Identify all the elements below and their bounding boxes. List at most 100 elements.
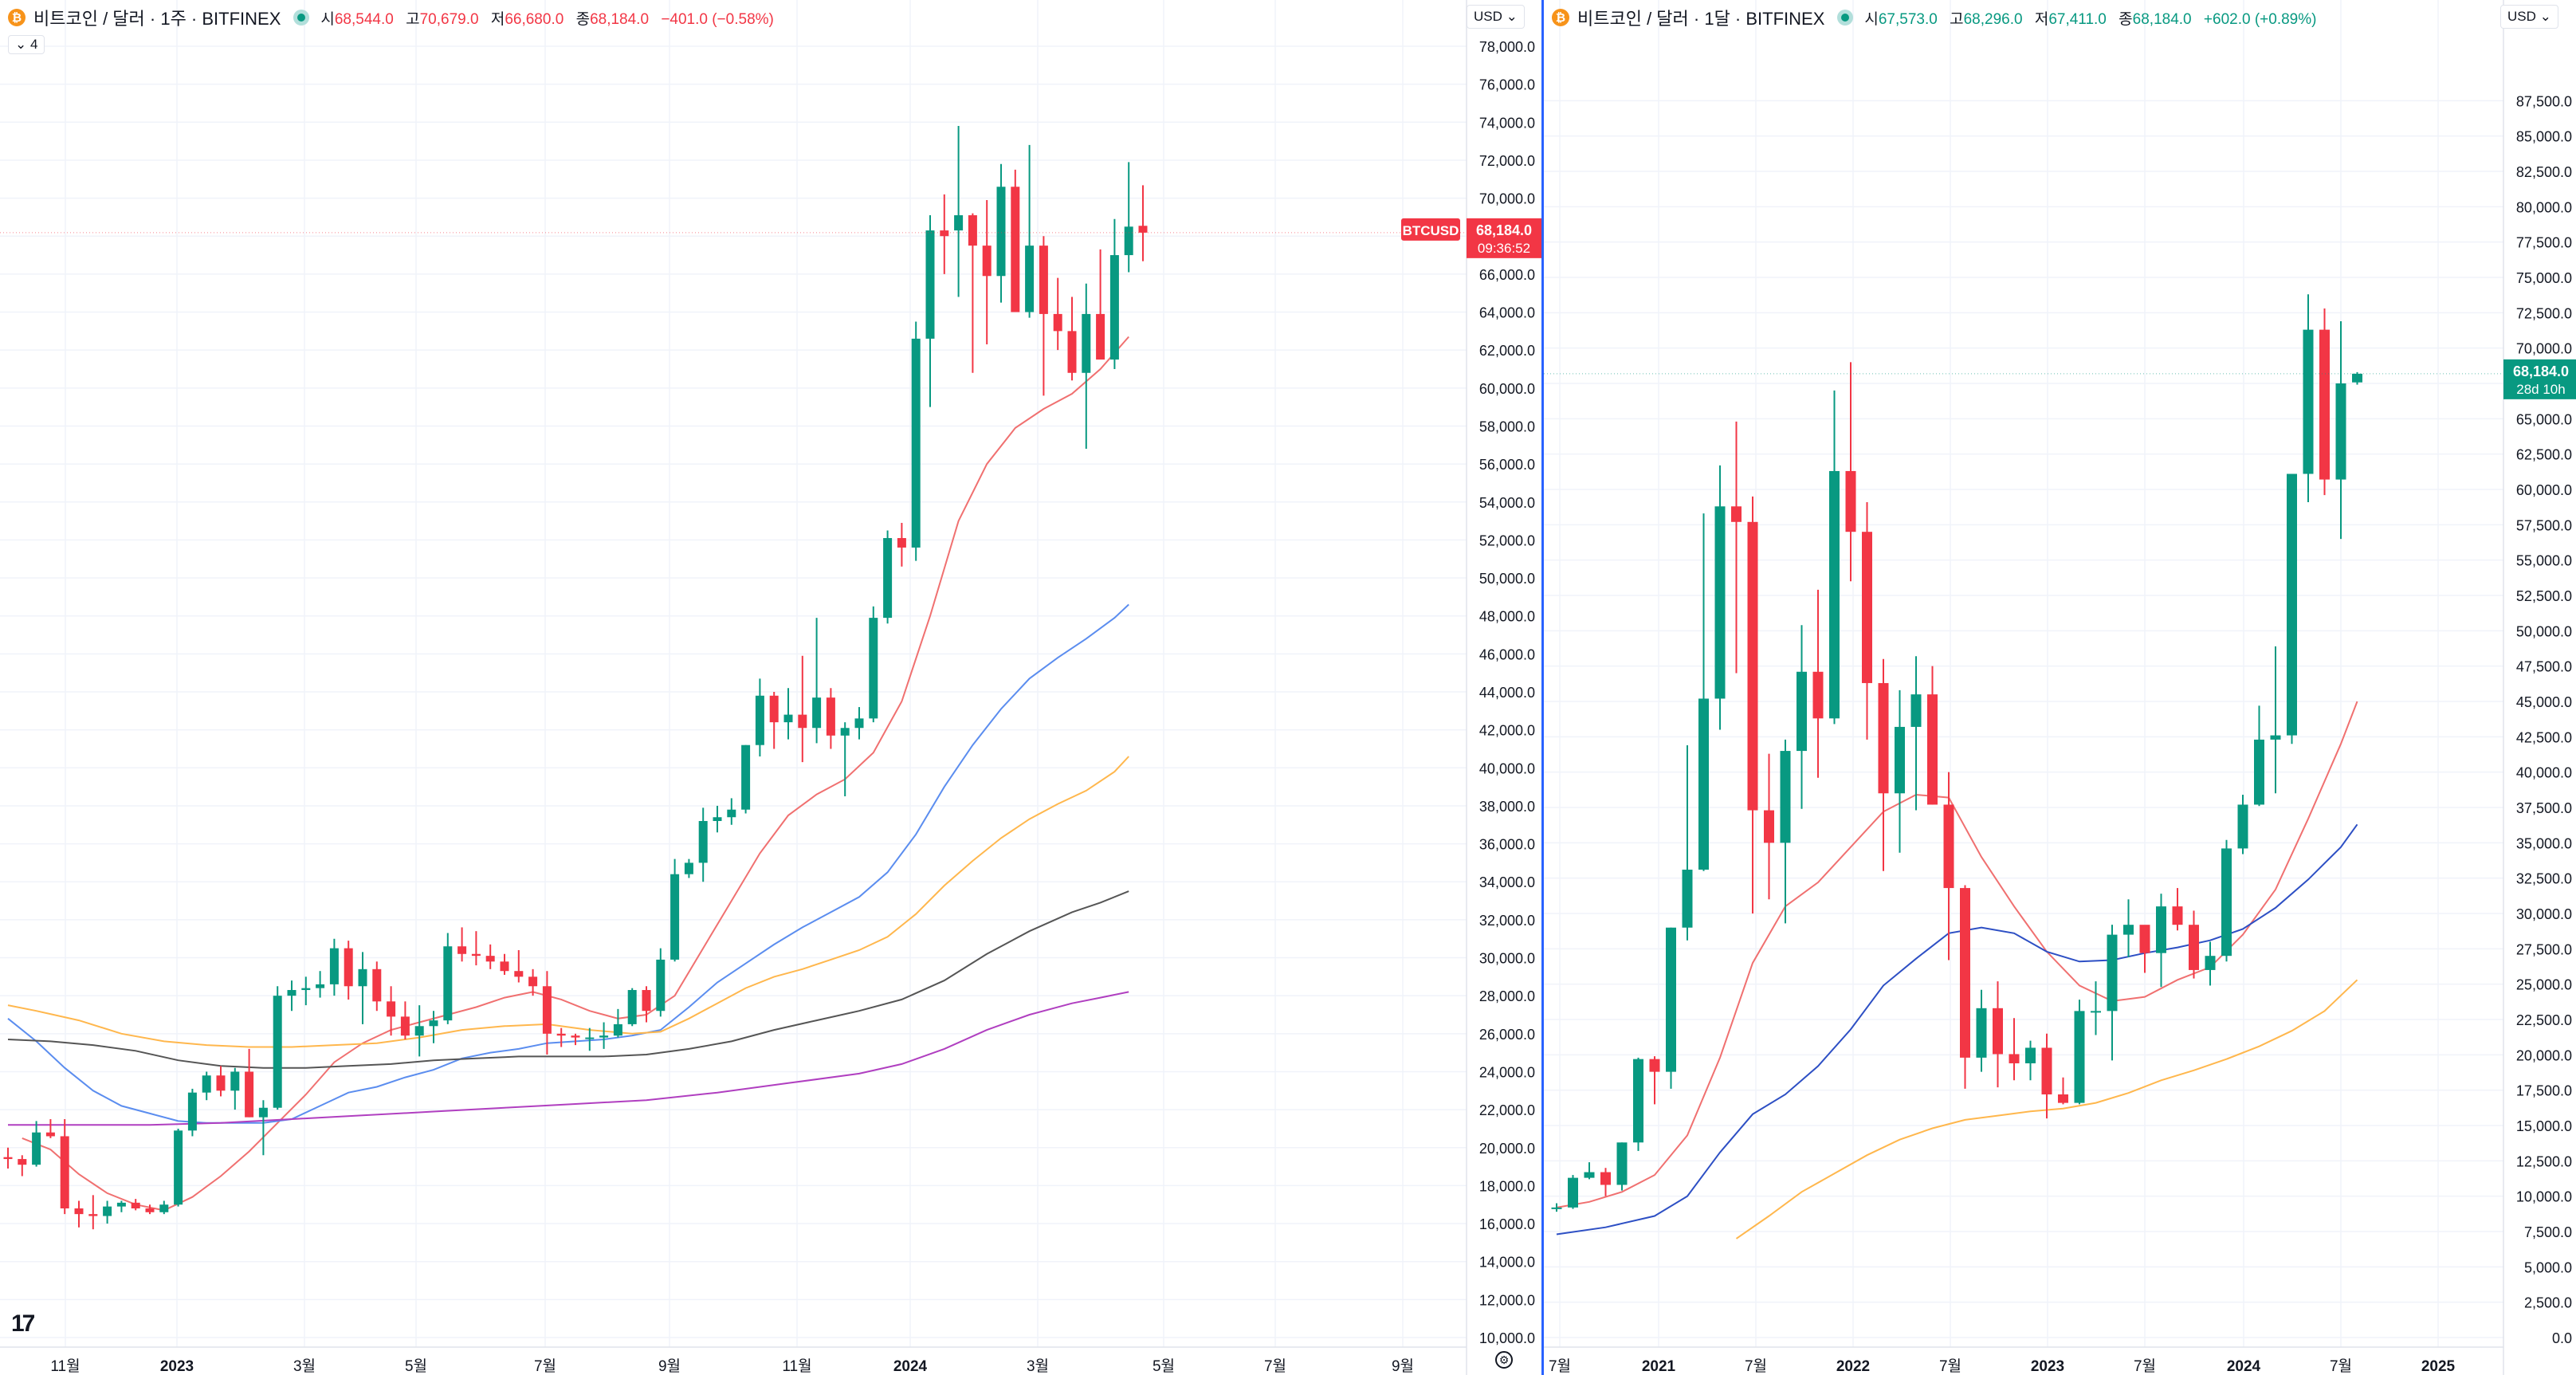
weekly-chart-canvas[interactable]: 10,000.0 12,000.0 14,000.0 16,000.0 18,000.0…: [0, 0, 1541, 1375]
time-tick-label: 2023: [160, 1358, 194, 1375]
price-tick-label: 17,500.0: [2516, 1083, 2572, 1099]
bitcoin-icon[interactable]: ₿: [8, 9, 26, 26]
price-tick-label: 74,000.0: [1479, 115, 1535, 131]
price-tick-label: 37,500.0: [2516, 800, 2572, 816]
price-tick-label: 28,000.0: [1479, 988, 1535, 1004]
high-key: 고: [1950, 10, 1964, 28]
candle-body: [2254, 739, 2264, 805]
candle-body: [826, 697, 835, 736]
time-tick-label: 2021: [1642, 1358, 1676, 1375]
candle-body: [2041, 1047, 2052, 1094]
monthly-chart-canvas[interactable]: 0.0 2,500.0 5,000.0 7,500.0 10,000.0 12,500.0…: [1544, 0, 2576, 1375]
low-value: 66,680.0: [505, 10, 564, 28]
symbol-title[interactable]: 비트코인 / 달러 · 1달 · BITFINEX: [1577, 9, 1825, 29]
candle-body: [2123, 925, 2134, 935]
gear-icon[interactable]: ⚙: [1495, 1351, 1513, 1369]
price-tick-label: 20,000.0: [2516, 1047, 2572, 1063]
candle-body: [698, 821, 708, 863]
candle-body: [131, 1202, 140, 1208]
change-value: +602.0 (+0.89%): [2203, 10, 2317, 28]
price-tick-label: 12,000.0: [1479, 1292, 1535, 1308]
candle-body: [2221, 848, 2232, 957]
price-tick-label: 22,000.0: [1479, 1102, 1535, 1118]
candle-body: [1698, 698, 1709, 870]
time-tick-label: 11월: [50, 1357, 80, 1375]
candle-body: [1780, 751, 1791, 843]
market-status-icon[interactable]: [1837, 10, 1854, 26]
candle-body: [571, 1035, 580, 1038]
close-key: 종: [2119, 10, 2133, 28]
candle-body: [230, 1071, 240, 1091]
candle-body: [1878, 682, 1889, 794]
countdown-label: 09:36:52: [1478, 241, 1530, 256]
candle-body: [713, 817, 722, 821]
time-tick-label: 2024: [893, 1358, 928, 1375]
candle-body: [1025, 246, 1035, 312]
candle-body: [429, 1020, 438, 1027]
candle-body: [1976, 1008, 1987, 1058]
time-tick-label: 3월: [1027, 1357, 1049, 1375]
candle-body: [656, 959, 666, 1012]
price-tick-label: 70,000.0: [2516, 341, 2572, 357]
candle-body: [982, 246, 992, 277]
price-tick-label: 52,500.0: [2516, 588, 2572, 604]
price-tick-label: 64,000.0: [1479, 305, 1535, 321]
candle-body: [457, 946, 467, 954]
moving-average-line: [1556, 823, 2358, 1236]
candle-body: [372, 968, 382, 1002]
price-tick-label: 10,000.0: [2516, 1189, 2572, 1205]
candle-body: [471, 953, 481, 957]
high-value: 70,679.0: [419, 10, 479, 28]
price-tick-label: 70,000.0: [1479, 191, 1535, 207]
candle-body: [3, 1157, 13, 1160]
candle-body: [1649, 1059, 1660, 1072]
candle-body: [414, 1026, 424, 1036]
candle-body: [783, 714, 793, 723]
candle-body: [1910, 694, 1922, 727]
monthly-chart-pane[interactable]: ₿ 비트코인 / 달러 · 1달 · BITFINEX 시67,573.0 고6…: [1541, 0, 2576, 1375]
candle-body: [911, 338, 921, 548]
candle-body: [329, 948, 339, 984]
candle-body: [1862, 532, 1872, 683]
price-tick-label: 52,000.0: [1479, 532, 1535, 548]
price-tick-label: 50,000.0: [2516, 623, 2572, 639]
candle-body: [1666, 927, 1676, 1072]
candle-body: [514, 971, 524, 977]
currency-select[interactable]: USD ⌄: [1467, 5, 1525, 29]
candle-body: [798, 714, 807, 729]
symbol-title[interactable]: 비트코인 / 달러 · 1주 · BITFINEX: [33, 9, 281, 29]
ohlc-values: 시68,544.0 고70,679.0 저66,680.0 종68,184.0 …: [320, 7, 773, 29]
moving-average-line: [8, 991, 1129, 1126]
candle-body: [556, 1033, 566, 1036]
price-tick-label: 36,000.0: [1479, 837, 1535, 853]
price-tick-label: 45,000.0: [2516, 694, 2572, 710]
price-tick-label: 87,500.0: [2516, 93, 2572, 109]
tradingview-logo[interactable]: 17: [11, 1310, 35, 1337]
time-tick-label: 7월: [1745, 1357, 1767, 1375]
price-tick-label: 5,000.0: [2524, 1259, 2572, 1275]
candle-body: [400, 1016, 410, 1036]
price-tick-label: 18,000.0: [1479, 1178, 1535, 1194]
candle-body: [1616, 1142, 1628, 1185]
candle-body: [32, 1132, 41, 1165]
candle-body: [1600, 1172, 1611, 1185]
candle-body: [528, 976, 538, 987]
price-tick-label: 27,500.0: [2516, 941, 2572, 957]
time-tick-label: 7월: [2134, 1357, 2156, 1375]
indicators-toggle-button[interactable]: ⌄ 4: [8, 35, 45, 54]
price-tick-label: 34,000.0: [1479, 874, 1535, 890]
candle-body: [627, 990, 637, 1024]
weekly-chart-pane[interactable]: ₿ 비트코인 / 달러 · 1주 · BITFINEX 시68,544.0 고7…: [0, 0, 1541, 1375]
candle-body: [103, 1206, 112, 1216]
candle-body: [1714, 506, 1726, 699]
candle-body: [2172, 906, 2183, 925]
price-tick-label: 80,000.0: [2516, 199, 2572, 215]
candle-body: [1960, 888, 1970, 1058]
candle-body: [2352, 373, 2362, 383]
candle-body: [599, 1035, 609, 1038]
market-status-icon[interactable]: [293, 10, 310, 26]
currency-select[interactable]: USD ⌄: [2500, 5, 2558, 29]
moving-average-line: [1556, 701, 2358, 1208]
bitcoin-icon[interactable]: ₿: [1552, 9, 1569, 26]
candle-body: [116, 1202, 126, 1207]
